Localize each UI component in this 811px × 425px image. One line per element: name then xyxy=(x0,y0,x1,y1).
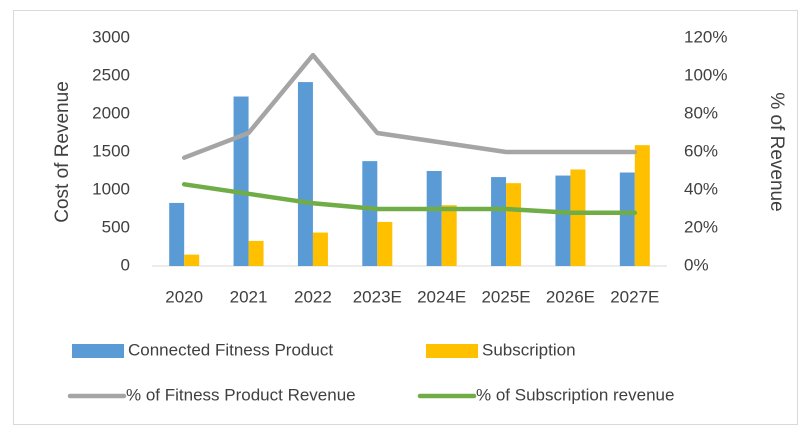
x-tick-label: 2020 xyxy=(165,287,203,306)
bar xyxy=(248,240,264,266)
y-tick-label: 3000 xyxy=(92,27,130,46)
bar xyxy=(426,171,442,266)
bar xyxy=(377,221,393,266)
legend-label: Connected Fitness Product xyxy=(128,340,333,359)
y2-axis-title: % of Revenue xyxy=(766,92,787,211)
y2-tick-label: 100% xyxy=(684,65,727,84)
y2-tick-label: 40% xyxy=(684,179,718,198)
legend-swatch xyxy=(72,344,124,358)
x-tick-label: 2025E xyxy=(481,287,530,306)
y-tick-label: 1500 xyxy=(92,141,130,160)
y-tick-label: 2000 xyxy=(92,103,130,122)
y-axis-title: Cost of Revenue xyxy=(52,81,73,223)
legend-label: % of Fitness Product Revenue xyxy=(126,385,356,404)
legend-label: % of Subscription revenue xyxy=(476,385,674,404)
y-tick-label: 2500 xyxy=(92,65,130,84)
bar xyxy=(634,145,650,266)
bar xyxy=(233,96,249,267)
bar xyxy=(362,161,378,266)
y2-tick-label: 120% xyxy=(684,27,727,46)
x-tick-label: 2021 xyxy=(230,287,268,306)
legend-label: Subscription xyxy=(482,340,576,359)
bar xyxy=(506,183,522,266)
y2-tick-label: 80% xyxy=(684,103,718,122)
line-series xyxy=(181,52,638,160)
bar xyxy=(619,172,635,266)
x-tick-label: 2023E xyxy=(353,287,402,306)
line-series xyxy=(181,182,638,216)
x-tick-label: 2026E xyxy=(546,287,595,306)
x-tick-label: 2024E xyxy=(417,287,466,306)
bar xyxy=(297,82,313,266)
chart-border xyxy=(13,10,798,425)
y-tick-label: 0 xyxy=(121,255,130,274)
y2-tick-label: 20% xyxy=(684,217,718,236)
bar xyxy=(184,254,200,266)
y2-tick-label: 0% xyxy=(684,255,709,274)
bar xyxy=(570,169,586,266)
bar xyxy=(169,202,185,266)
bar xyxy=(555,175,571,266)
y2-tick-label: 60% xyxy=(684,141,718,160)
bar xyxy=(441,205,457,266)
bar xyxy=(491,177,507,266)
y-tick-label: 500 xyxy=(102,217,130,236)
y-tick-label: 1000 xyxy=(92,179,130,198)
bar xyxy=(312,232,328,266)
x-tick-label: 2027E xyxy=(610,287,659,306)
x-tick-label: 2022 xyxy=(294,287,332,306)
legend-swatch xyxy=(426,344,478,358)
